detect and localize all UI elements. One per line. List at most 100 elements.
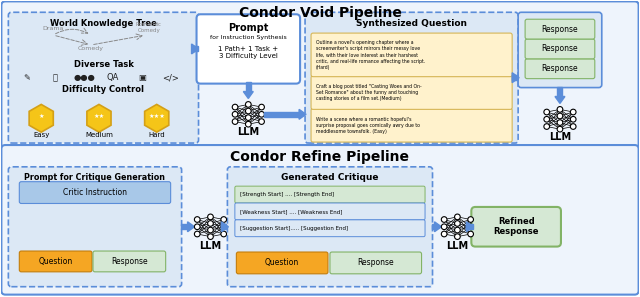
Text: Hard: Hard bbox=[148, 132, 165, 138]
Text: World Knowledge Tree: World Knowledge Tree bbox=[50, 19, 157, 28]
Text: [Weakness Start] .... [Weakness End]: [Weakness Start] .... [Weakness End] bbox=[241, 209, 343, 214]
Circle shape bbox=[442, 224, 447, 230]
FancyBboxPatch shape bbox=[518, 12, 602, 88]
Circle shape bbox=[195, 231, 200, 237]
Text: [Strength Start] .... [Strength End]: [Strength Start] .... [Strength End] bbox=[241, 192, 335, 197]
Circle shape bbox=[207, 234, 213, 239]
Polygon shape bbox=[431, 224, 435, 229]
Circle shape bbox=[570, 109, 576, 115]
Circle shape bbox=[232, 119, 238, 124]
Text: Prompt for Critique Generation: Prompt for Critique Generation bbox=[24, 173, 166, 182]
Circle shape bbox=[454, 214, 460, 220]
Text: Question: Question bbox=[265, 258, 300, 267]
Polygon shape bbox=[264, 112, 299, 117]
Text: Diverse Task: Diverse Task bbox=[74, 60, 133, 69]
Circle shape bbox=[246, 115, 251, 121]
Circle shape bbox=[259, 111, 264, 117]
Circle shape bbox=[246, 102, 251, 107]
FancyBboxPatch shape bbox=[311, 76, 512, 109]
Text: ★: ★ bbox=[38, 114, 44, 119]
Text: Write a scene where a romantic hopeful's
surprise proposal goes comically awry d: Write a scene where a romantic hopeful's… bbox=[316, 116, 420, 134]
FancyBboxPatch shape bbox=[311, 33, 512, 77]
Circle shape bbox=[195, 217, 200, 222]
Polygon shape bbox=[555, 97, 565, 103]
Circle shape bbox=[544, 124, 550, 129]
Circle shape bbox=[232, 111, 238, 117]
Circle shape bbox=[221, 217, 227, 222]
FancyBboxPatch shape bbox=[1, 145, 639, 295]
Text: Easy: Easy bbox=[33, 132, 49, 138]
Text: for Instruction Synthesis: for Instruction Synthesis bbox=[210, 34, 287, 40]
Text: LLM: LLM bbox=[549, 132, 571, 142]
Text: Response: Response bbox=[541, 45, 579, 53]
FancyBboxPatch shape bbox=[330, 252, 422, 274]
Circle shape bbox=[468, 231, 474, 237]
Polygon shape bbox=[221, 222, 228, 232]
Circle shape bbox=[570, 116, 576, 122]
FancyBboxPatch shape bbox=[8, 167, 182, 287]
Circle shape bbox=[195, 224, 200, 230]
Polygon shape bbox=[180, 224, 188, 229]
Polygon shape bbox=[435, 222, 442, 232]
Text: ✎: ✎ bbox=[23, 73, 30, 82]
Polygon shape bbox=[467, 224, 474, 229]
Circle shape bbox=[259, 119, 264, 124]
Text: Response: Response bbox=[111, 257, 148, 266]
Polygon shape bbox=[188, 222, 195, 232]
Text: Generated Critique: Generated Critique bbox=[281, 173, 379, 182]
Circle shape bbox=[557, 107, 563, 112]
FancyBboxPatch shape bbox=[19, 182, 171, 203]
Text: Refined
Response: Refined Response bbox=[493, 217, 539, 236]
Circle shape bbox=[442, 231, 447, 237]
FancyBboxPatch shape bbox=[525, 39, 595, 59]
Circle shape bbox=[442, 217, 447, 222]
Circle shape bbox=[544, 116, 550, 122]
Text: Synthesized Question: Synthesized Question bbox=[356, 19, 467, 28]
Polygon shape bbox=[221, 224, 227, 229]
Circle shape bbox=[468, 224, 474, 230]
Polygon shape bbox=[191, 46, 198, 51]
Text: Comedy: Comedy bbox=[78, 46, 104, 51]
Text: 👤: 👤 bbox=[52, 73, 58, 82]
Text: </>: </> bbox=[162, 73, 179, 82]
Circle shape bbox=[207, 214, 213, 220]
FancyBboxPatch shape bbox=[235, 220, 425, 237]
Polygon shape bbox=[512, 73, 519, 83]
FancyBboxPatch shape bbox=[471, 207, 561, 247]
Text: ★★★: ★★★ bbox=[148, 114, 165, 119]
Circle shape bbox=[207, 227, 213, 233]
Polygon shape bbox=[299, 109, 306, 119]
FancyBboxPatch shape bbox=[1, 1, 639, 148]
FancyBboxPatch shape bbox=[19, 251, 92, 272]
Circle shape bbox=[454, 227, 460, 233]
Text: Romantic
Comedy: Romantic Comedy bbox=[136, 22, 162, 33]
Text: ▣: ▣ bbox=[138, 73, 146, 82]
Circle shape bbox=[454, 234, 460, 239]
Text: Critic Instruction: Critic Instruction bbox=[63, 188, 127, 197]
Polygon shape bbox=[246, 82, 251, 91]
Text: ★★: ★★ bbox=[93, 114, 104, 119]
Circle shape bbox=[557, 126, 563, 132]
FancyBboxPatch shape bbox=[236, 252, 328, 274]
FancyBboxPatch shape bbox=[227, 167, 433, 287]
Circle shape bbox=[570, 124, 576, 129]
Text: Medium: Medium bbox=[85, 132, 113, 138]
Text: LLM: LLM bbox=[200, 241, 221, 251]
Circle shape bbox=[232, 104, 238, 110]
Text: LLM: LLM bbox=[237, 127, 259, 137]
Circle shape bbox=[557, 113, 563, 119]
Circle shape bbox=[259, 104, 264, 110]
Text: Prompt: Prompt bbox=[228, 23, 269, 33]
Text: Condor Void Pipeline: Condor Void Pipeline bbox=[239, 6, 401, 20]
Text: Condor Refine Pipeline: Condor Refine Pipeline bbox=[230, 150, 410, 164]
Text: Response: Response bbox=[541, 25, 579, 34]
Circle shape bbox=[246, 108, 251, 114]
Text: [Suggestion Start]..... [Suggestion End]: [Suggestion Start]..... [Suggestion End] bbox=[241, 226, 348, 231]
Polygon shape bbox=[243, 91, 253, 99]
FancyBboxPatch shape bbox=[305, 12, 518, 143]
Text: 1 Path+ 1 Task +
3 Difficulty Level: 1 Path+ 1 Task + 3 Difficulty Level bbox=[218, 46, 278, 59]
Circle shape bbox=[468, 217, 474, 222]
FancyBboxPatch shape bbox=[525, 59, 595, 79]
Circle shape bbox=[221, 224, 227, 230]
Polygon shape bbox=[191, 44, 198, 54]
